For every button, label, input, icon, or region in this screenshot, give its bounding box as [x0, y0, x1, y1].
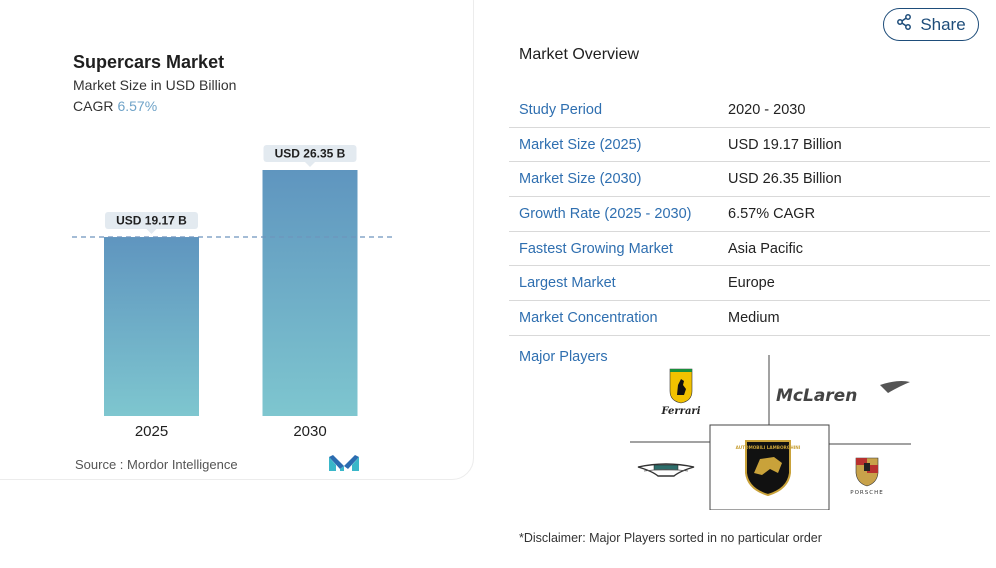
overview-label: Market Concentration	[519, 309, 658, 326]
x-tick-label: 2030	[293, 423, 326, 440]
overview-label: Study Period	[519, 101, 603, 118]
overview-row-market-concentration: Market Concentration Medium	[509, 301, 990, 336]
chart-cagr: CAGR 6.57%	[73, 98, 157, 114]
ferrari-logo: Ferrari	[661, 368, 701, 417]
bar-chart: USD 19.17 B 2025 USD 26.35 B 2030	[72, 145, 392, 440]
porsche-wordmark: PORSCHE	[850, 490, 883, 496]
overview-row-fastest-growing-market: Fastest Growing Market Asia Pacific	[509, 232, 990, 267]
overview-value: Medium	[728, 309, 780, 326]
cagr-value: 6.57%	[117, 98, 158, 114]
major-players-title: Major Players	[519, 349, 608, 365]
mclaren-logo: McLaren	[776, 381, 910, 406]
overview-label: Growth Rate (2025 - 2030)	[519, 205, 692, 222]
data-label: USD 26.35 B	[275, 147, 346, 161]
major-players-grid: Ferrari McLaren AUTOMOBILI LAMBORGHINI P…	[628, 355, 918, 515]
data-label-pointer	[146, 229, 157, 235]
overview-value: Europe	[728, 275, 775, 292]
x-tick-label: 2025	[135, 423, 168, 440]
overview-value: 6.57% CAGR	[728, 205, 816, 222]
bar-2025	[104, 237, 199, 416]
market-overview-table: Study Period 2020 - 2030 Market Size (20…	[509, 93, 990, 336]
mclaren-wordmark: McLaren	[776, 386, 857, 406]
overview-row-study-period: Study Period 2020 - 2030	[509, 93, 990, 128]
share-button[interactable]: Share	[883, 8, 979, 41]
lamborghini-wordmark: AUTOMOBILI LAMBORGHINI	[736, 445, 801, 450]
porsche-logo: PORSCHE	[850, 457, 883, 496]
overview-value: USD 26.35 Billion	[728, 171, 842, 188]
data-label-background	[263, 145, 357, 162]
aston-martin-logo	[637, 463, 695, 477]
ferrari-wordmark: Ferrari	[661, 406, 701, 417]
chart-source: Source : Mordor Intelligence	[75, 457, 238, 472]
overview-row-largest-market: Largest Market Europe	[509, 266, 990, 302]
overview-row-market-size-2030: Market Size (2030) USD 26.35 Billion	[509, 162, 990, 198]
market-overview-title: Market Overview	[519, 46, 640, 63]
overview-label: Market Size (2025)	[519, 136, 642, 153]
lamborghini-logo: AUTOMOBILI LAMBORGHINI	[736, 440, 801, 497]
data-label-pointer	[305, 162, 315, 167]
overview-label: Market Size (2030)	[519, 171, 642, 188]
overview-row-market-size-2025: Market Size (2025) USD 19.17 Billion	[509, 128, 990, 163]
chart-title: Supercars Market	[73, 52, 225, 72]
bar-2030	[262, 170, 358, 416]
share-label: Share	[920, 14, 966, 34]
chart-card	[0, 0, 474, 480]
mordor-intelligence-logo	[329, 455, 359, 476]
share-icon	[896, 14, 912, 35]
overview-value: Asia Pacific	[728, 240, 803, 257]
cagr-label: CAGR	[73, 98, 114, 114]
overview-label: Largest Market	[519, 275, 616, 292]
disclaimer: *Disclaimer: Major Players sorted in no …	[519, 531, 822, 545]
overview-label: Fastest Growing Market	[519, 240, 673, 257]
overview-row-growth-rate: Growth Rate (2025 - 2030) 6.57% CAGR	[509, 197, 990, 232]
overview-value: 2020 - 2030	[728, 101, 806, 118]
data-label: USD 19.17 B	[116, 214, 187, 228]
chart-subtitle: Market Size in USD Billion	[73, 77, 237, 93]
overview-value: USD 19.17 Billion	[728, 136, 842, 153]
data-label-background	[105, 212, 198, 230]
